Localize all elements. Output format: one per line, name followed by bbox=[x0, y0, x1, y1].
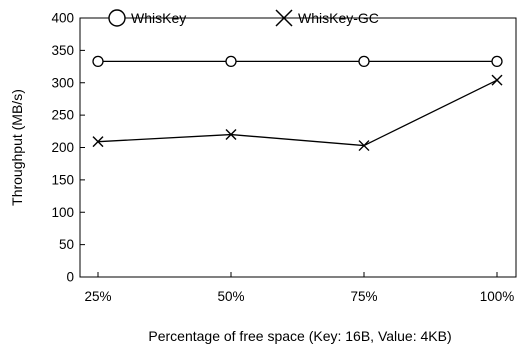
y-tick-label: 0 bbox=[66, 270, 74, 285]
circle-marker bbox=[358, 55, 370, 68]
series-whiskey bbox=[92, 55, 503, 68]
y-tick-label: 100 bbox=[51, 205, 74, 220]
legend-x-icon bbox=[275, 9, 293, 27]
circle-marker bbox=[92, 55, 104, 68]
y-tick-label: 400 bbox=[51, 11, 74, 26]
x-marker-stroke bbox=[92, 136, 104, 148]
y-tick-label: 200 bbox=[51, 140, 74, 155]
series-whiskey-gc bbox=[92, 74, 503, 152]
series-layer bbox=[92, 55, 503, 152]
y-tick-label: 350 bbox=[51, 43, 74, 58]
circle-marker bbox=[225, 55, 237, 68]
x-marker-stroke bbox=[225, 129, 237, 141]
circle-marker bbox=[491, 55, 503, 68]
x-tick-label: 100% bbox=[480, 289, 515, 304]
legend-circle-icon bbox=[108, 9, 126, 27]
x-axis-ticks: 25% 50% 75% 100% bbox=[84, 272, 514, 304]
x-marker bbox=[358, 140, 370, 152]
y-tick-label: 50 bbox=[59, 237, 74, 252]
legend-label: WhisKey-GC bbox=[298, 10, 379, 26]
x-marker-stroke bbox=[358, 140, 370, 152]
plot-frame bbox=[79, 17, 517, 278]
y-tick-label: 250 bbox=[51, 108, 74, 123]
series-line bbox=[97, 79, 498, 147]
legend-label: WhisKey bbox=[131, 10, 186, 26]
y-axis-ticks: 0 50 100 150 200 250 300 350 400 bbox=[51, 11, 85, 285]
y-tick-label: 300 bbox=[51, 75, 74, 90]
x-marker bbox=[92, 136, 104, 148]
x-marker bbox=[225, 129, 237, 141]
x-marker-stroke bbox=[491, 74, 503, 86]
y-tick-label: 150 bbox=[51, 172, 74, 187]
legend-x-stroke bbox=[275, 9, 293, 27]
x-marker bbox=[491, 74, 503, 86]
axes bbox=[79, 17, 517, 278]
y-axis-label: Throughput (MB/s) bbox=[9, 89, 25, 206]
legend: WhisKey WhisKey-GC bbox=[108, 9, 379, 27]
legend-item: WhisKey-GC bbox=[275, 9, 379, 27]
x-tick-label: 25% bbox=[84, 289, 111, 304]
legend-item: WhisKey bbox=[108, 9, 186, 27]
x-tick-label: 75% bbox=[350, 289, 377, 304]
x-tick-label: 50% bbox=[217, 289, 244, 304]
x-axis-label: Percentage of free space (Key: 16B, Valu… bbox=[148, 328, 451, 344]
